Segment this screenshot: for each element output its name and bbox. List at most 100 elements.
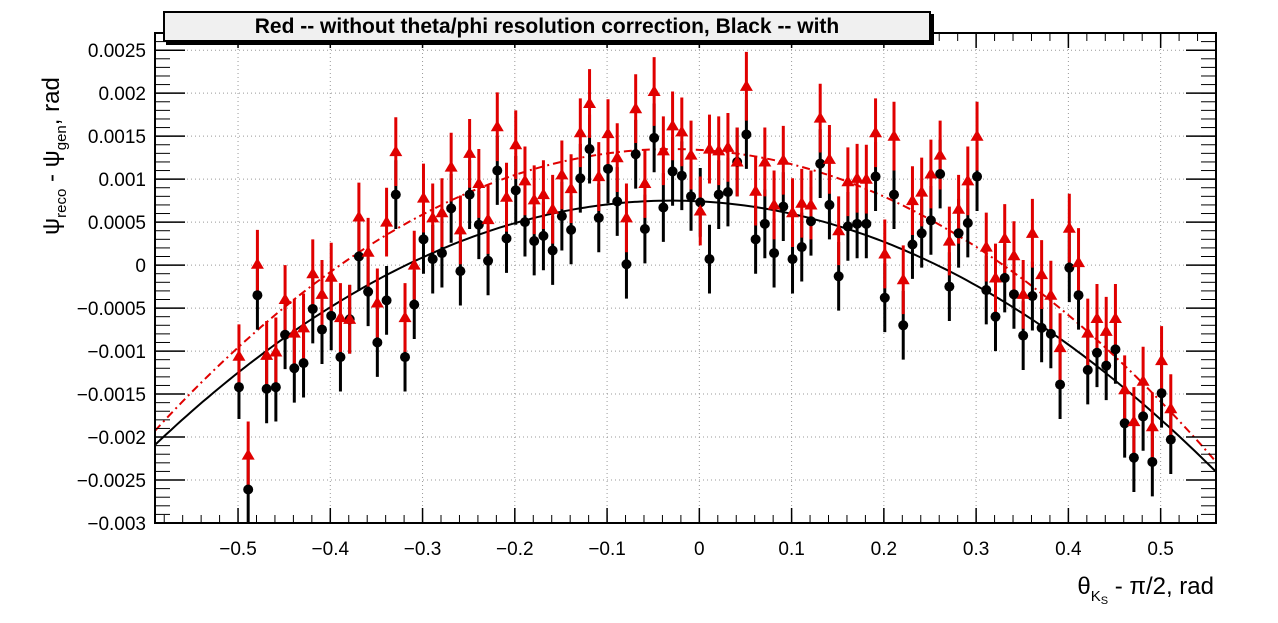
data-point-triangle <box>278 292 292 305</box>
data-point-circle <box>1147 456 1158 467</box>
data-point-circle <box>686 191 697 202</box>
y-tick-label: 0.001 <box>98 170 146 191</box>
data-point-circle <box>870 171 881 182</box>
data-point-triangle <box>905 194 919 206</box>
data-point-circle <box>261 383 272 394</box>
data-point-circle <box>519 217 530 228</box>
data-point-triangle <box>702 142 716 154</box>
data-point-triangle <box>518 174 532 186</box>
data-point-circle <box>658 202 669 213</box>
data-point-triangle <box>1007 249 1021 261</box>
x-tick-label: 0 <box>694 539 705 560</box>
data-point-triangle <box>1099 324 1113 336</box>
data-point-triangle <box>666 119 680 131</box>
data-point-triangle <box>1072 256 1086 268</box>
data-point-circle <box>713 189 724 200</box>
data-point-triangle <box>1053 341 1067 353</box>
data-point-triangle <box>573 126 587 138</box>
x-tick-label: 0.2 <box>871 539 897 560</box>
data-point-triangle <box>444 160 458 172</box>
data-point-circle <box>353 251 364 262</box>
data-point-circle <box>852 218 863 229</box>
data-point-circle <box>759 218 770 229</box>
data-point-circle <box>316 324 327 335</box>
data-point-triangle <box>942 234 956 246</box>
x-axis-title: θKS - π/2, rad <box>1077 573 1214 607</box>
data-point-triangle <box>869 126 883 138</box>
data-point-circle <box>501 233 512 244</box>
data-point-triangle <box>1090 311 1104 323</box>
data-point-triangle <box>924 167 938 179</box>
data-point-circle <box>981 285 992 296</box>
data-point-triangle <box>1108 311 1122 323</box>
data-point-triangle <box>555 168 569 180</box>
y-tick-label: −0.003 <box>87 514 146 535</box>
data-point-triangle <box>804 198 818 210</box>
data-point-triangle <box>988 271 1002 283</box>
data-point-triangle <box>398 311 412 323</box>
data-point-triangle <box>407 258 421 270</box>
y-tick-label: 0 <box>135 256 146 277</box>
data-point-triangle <box>1145 420 1159 432</box>
data-point-circle <box>307 303 318 314</box>
x-tick-label: 0.4 <box>1055 539 1082 560</box>
x-tick-label: −0.1 <box>588 539 626 560</box>
data-point-circle <box>962 217 973 228</box>
data-point-triangle <box>1118 383 1132 395</box>
data-point-triangle <box>979 240 993 252</box>
data-point-triangle <box>1025 226 1039 238</box>
y-tick-label: −0.0025 <box>77 471 146 492</box>
data-point-circle <box>390 189 401 200</box>
data-point-triangle <box>758 155 772 167</box>
data-point-triangle <box>739 79 753 91</box>
data-point-circle <box>953 228 964 239</box>
data-point-circle <box>612 196 623 207</box>
data-point-circle <box>1091 347 1102 358</box>
data-point-triangle <box>638 176 652 188</box>
data-point-circle <box>695 197 706 208</box>
data-point-circle <box>972 171 983 182</box>
data-point-triangle <box>592 170 606 182</box>
data-point-triangle <box>647 84 661 97</box>
data-point-circle <box>769 248 780 259</box>
y-tick-label: 0.0005 <box>88 213 146 234</box>
data-point-triangle <box>859 172 873 184</box>
axis-ticks <box>155 32 1216 524</box>
data-point-circle <box>796 242 807 253</box>
data-point-triangle <box>878 247 892 259</box>
data-point-circle <box>409 299 420 310</box>
data-point-triangle <box>1155 354 1169 366</box>
data-point-circle <box>335 352 346 363</box>
data-point-triangle <box>463 146 477 158</box>
data-point-triangle <box>693 204 707 216</box>
data-point-triangle <box>536 188 550 200</box>
y-tick-label: −0.002 <box>87 428 146 449</box>
data-point-circle <box>1073 290 1084 301</box>
data-point-triangle <box>416 191 430 203</box>
data-point-triangle <box>297 321 311 333</box>
data-point-circle <box>427 254 438 265</box>
data-point-triangle <box>601 127 615 139</box>
data-point-circle <box>1027 291 1038 302</box>
data-point-circle <box>787 254 798 265</box>
data-point-circle <box>741 129 752 140</box>
data-point-triangle <box>850 171 864 183</box>
data-point-triangle <box>343 312 357 324</box>
data-point-circle <box>879 292 890 303</box>
y-tick-label: −0.0015 <box>77 385 146 406</box>
data-point-triangle <box>527 193 541 205</box>
data-point-triangle <box>333 311 347 323</box>
data-point-circle <box>270 382 281 393</box>
data-point-triangle <box>961 174 975 186</box>
data-point-circle <box>289 363 300 374</box>
data-point-triangle <box>656 144 670 156</box>
chart-title: Red -- without theta/phi resolution corr… <box>163 11 931 42</box>
data-point-triangle <box>776 153 790 165</box>
data-point-circle <box>566 224 577 235</box>
data-point-triangle <box>260 348 274 360</box>
data-point-circle <box>750 234 761 245</box>
data-point-circle <box>464 189 475 200</box>
data-point-circle <box>372 337 383 348</box>
data-point-triangle <box>426 211 440 223</box>
